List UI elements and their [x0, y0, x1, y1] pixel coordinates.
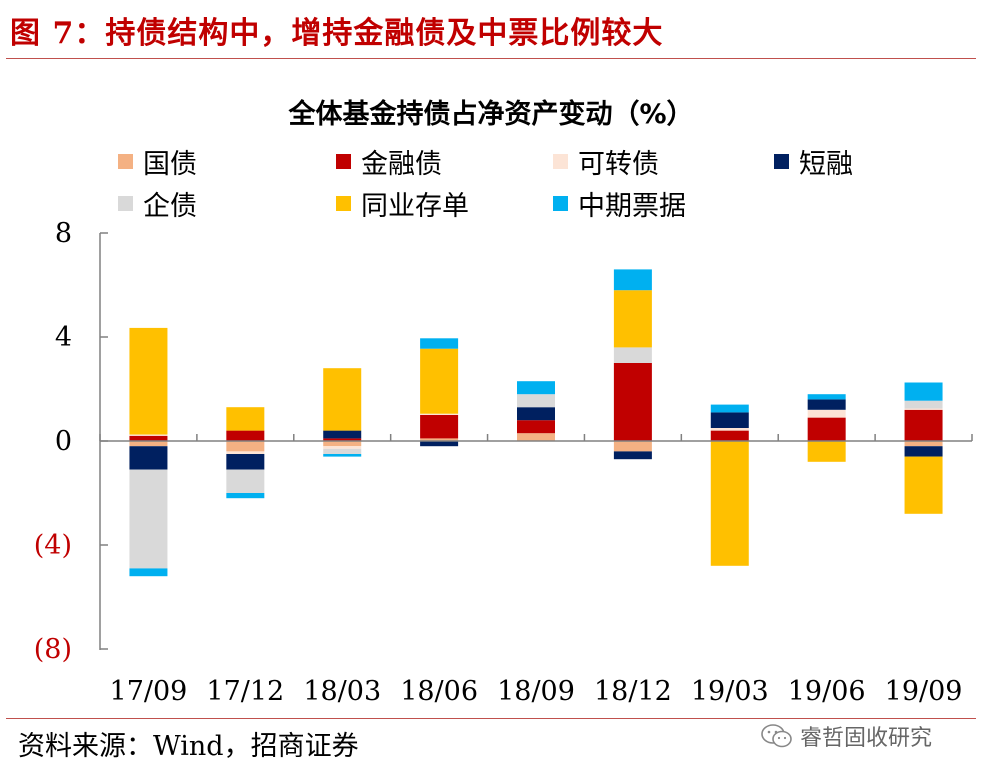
x-tick-label: 17/12: [206, 676, 284, 707]
legend-label: 同业存单: [361, 191, 469, 222]
bar-segment: [226, 451, 265, 454]
x-tick-label: 18/06: [400, 676, 478, 707]
watermark-text: 睿哲固收研究: [800, 726, 933, 751]
legend-swatch: [774, 154, 789, 169]
y-tick-label: 4: [55, 322, 72, 353]
legend-item: 金融债: [336, 142, 442, 181]
x-tick-label: 19/06: [788, 676, 866, 707]
bar-segment: [613, 269, 652, 291]
bar-segment: [420, 338, 459, 349]
bar-segment: [129, 568, 168, 577]
legend-swatch: [118, 196, 133, 211]
bar-segment: [323, 438, 362, 441]
legend-item: 可转债: [553, 142, 659, 181]
legend-swatch: [553, 154, 568, 169]
top-divider: [6, 58, 976, 59]
legend-item: 企债: [118, 184, 197, 223]
legend-swatch: [336, 196, 351, 211]
bar-segment: [226, 493, 265, 499]
bar-segment: [710, 412, 749, 428]
legend-label: 企债: [143, 191, 197, 222]
bar-segment: [517, 394, 555, 408]
bar-segment: [420, 348, 459, 414]
x-tick-label: 19/03: [691, 676, 769, 707]
x-tick-label: 18/09: [497, 676, 575, 707]
bar-segment: [420, 415, 459, 439]
x-tick-label: 18/12: [594, 676, 672, 707]
legend-label: 国债: [143, 149, 197, 180]
legend-label: 短融: [799, 149, 853, 180]
bar-segment: [129, 441, 168, 447]
bar-segment: [904, 400, 943, 409]
source-note: 资料来源：Wind，招商证券: [18, 731, 359, 762]
bar-segment: [807, 394, 846, 400]
bar-segment: [226, 454, 265, 470]
bar-segment: [517, 420, 555, 434]
bar-segment: [904, 382, 943, 401]
legend-item: 短融: [774, 142, 853, 181]
watermark: 睿哲固收研究: [760, 720, 932, 752]
bar-segment: [226, 407, 265, 431]
bar-segment: [517, 433, 555, 441]
legend-item: 国债: [118, 142, 197, 181]
bar-segment: [129, 446, 168, 470]
bar-segment: [710, 441, 749, 566]
bar-segment: [710, 428, 749, 431]
bar-segment: [517, 407, 555, 421]
chart-title: 全体基金持债占净资产变动（%）: [288, 99, 694, 130]
legend-label: 中期票据: [578, 191, 686, 222]
bar-segment: [613, 347, 652, 363]
bar-segment: [226, 469, 265, 493]
legend-swatch: [336, 154, 351, 169]
y-tick-label: (4): [34, 530, 72, 561]
bar-segment: [129, 469, 168, 569]
legend-item: 同业存单: [336, 184, 469, 223]
legend-item: 中期票据: [553, 184, 686, 223]
bar-segment: [323, 448, 362, 454]
wechat-icon: [761, 724, 792, 748]
bar-segment: [420, 441, 459, 447]
bar-segment: [420, 438, 459, 441]
bar-segment: [226, 441, 265, 452]
bar-segment: [613, 441, 652, 452]
bar-segment: [613, 290, 652, 348]
x-tick-label: 17/09: [110, 676, 188, 707]
bar-segment: [904, 409, 943, 441]
bar-segment: [226, 430, 265, 441]
bar-segment: [323, 441, 362, 447]
bar-segment: [129, 327, 168, 435]
bar-segment: [323, 446, 362, 449]
bar-segment: [710, 430, 749, 441]
bar-segment: [613, 363, 652, 441]
figure-title: 图 7：持债结构中，增持金融债及中票比例较大: [10, 16, 664, 51]
x-tick-label: 19/09: [885, 676, 963, 707]
bottom-divider: [6, 718, 976, 719]
bar-segment: [904, 408, 943, 410]
bar-segment: [807, 441, 846, 462]
bar-segment: [904, 456, 943, 514]
bar-segment: [129, 435, 168, 441]
bar-segment: [323, 368, 362, 431]
y-tick-label: 8: [55, 218, 72, 249]
bar-segment: [420, 413, 459, 415]
legend-label: 可转债: [578, 149, 659, 180]
legend-label: 金融债: [361, 149, 442, 180]
x-tick-label: 18/03: [303, 676, 381, 707]
bar-segment: [807, 417, 846, 441]
bar-segment: [710, 404, 749, 413]
bar-segment: [129, 434, 168, 436]
bar-segment: [323, 430, 362, 439]
bar-segment: [807, 399, 846, 410]
bar-segment: [904, 446, 943, 457]
legend-swatch: [118, 154, 133, 169]
legend-swatch: [553, 196, 568, 211]
y-tick-label: 0: [55, 426, 72, 457]
bar-segment: [323, 454, 362, 457]
bar-segment: [613, 451, 652, 460]
bar-segment: [904, 441, 943, 447]
y-tick-label: (8): [34, 634, 72, 665]
bar-segment: [517, 381, 555, 395]
bar-segment: [807, 409, 846, 418]
